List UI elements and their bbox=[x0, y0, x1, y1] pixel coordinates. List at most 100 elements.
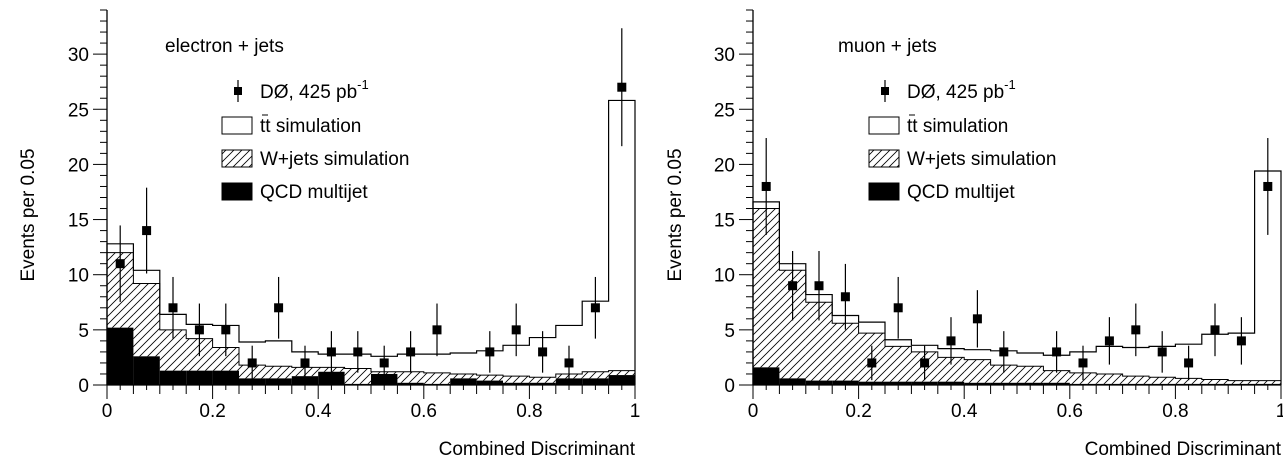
bar-qcd bbox=[555, 378, 583, 385]
bar-ttbar bbox=[133, 270, 160, 284]
bar-qcd bbox=[990, 382, 1017, 385]
bar-wjets bbox=[1149, 377, 1176, 384]
axes: 0 5 10 15 20 25 30 0 0.2 0.4 0.6 0.8 1 bbox=[68, 9, 641, 422]
bar-wjets bbox=[1228, 380, 1255, 384]
data-point bbox=[1184, 358, 1194, 368]
bar-qcd bbox=[858, 381, 885, 385]
legend: DØ, 425 pb-1 tt simulation W+jets simula… bbox=[221, 77, 409, 203]
data-point bbox=[274, 303, 284, 313]
bar-qcd bbox=[964, 382, 991, 385]
bar-qcd bbox=[212, 370, 239, 385]
legend-label-data: DØ, 425 pb bbox=[907, 82, 1004, 103]
x-tick-label: 0 bbox=[102, 401, 113, 422]
y-axis-label: Events per 0.05 bbox=[18, 148, 39, 281]
bar-ttbar bbox=[1017, 353, 1044, 367]
bar-qcd bbox=[911, 381, 938, 385]
data-point bbox=[142, 226, 152, 236]
legend-label-data: DØ, 425 pb bbox=[260, 82, 357, 103]
bar-wjets bbox=[608, 370, 635, 376]
bar-wjets bbox=[265, 366, 292, 379]
legend-entry-ttbar: tt simulation bbox=[221, 114, 361, 137]
bar-qcd bbox=[133, 356, 160, 385]
bar-qcd bbox=[529, 382, 556, 385]
data-point bbox=[353, 347, 363, 357]
bar-wjets bbox=[885, 346, 912, 382]
x-tick-label: 0.6 bbox=[411, 401, 437, 422]
x-axis-label: Combined Discriminant bbox=[439, 439, 636, 460]
data-point bbox=[432, 325, 442, 335]
bar-wjets bbox=[582, 371, 609, 379]
data-point bbox=[168, 303, 178, 313]
bar-qcd bbox=[107, 327, 134, 385]
data-point bbox=[538, 347, 548, 357]
data-point bbox=[1078, 358, 1088, 368]
legend-entry-qcd: QCD multijet bbox=[868, 182, 1015, 203]
bar-wjets bbox=[964, 359, 991, 383]
ttbar-outline bbox=[106, 99, 636, 385]
x-tick-label: 0.2 bbox=[199, 401, 225, 422]
legend-entry-wjets: W+jets simulation bbox=[868, 149, 1056, 170]
y-tick-label: 20 bbox=[714, 155, 735, 176]
y-tick-label: 5 bbox=[724, 321, 735, 342]
data-point bbox=[221, 325, 231, 335]
bar-ttbar bbox=[964, 349, 991, 360]
y-tick-label: 15 bbox=[68, 211, 89, 232]
data-point bbox=[946, 336, 956, 346]
bar-wjets bbox=[503, 376, 530, 383]
y-tick-label: 30 bbox=[68, 45, 89, 66]
data-point bbox=[867, 358, 877, 368]
wjets-outline bbox=[752, 208, 1282, 385]
bar-qcd bbox=[265, 378, 292, 385]
y-tick-label: 15 bbox=[714, 211, 735, 232]
bar-wjets bbox=[1254, 380, 1281, 384]
data-point bbox=[840, 292, 850, 302]
data-point bbox=[485, 347, 495, 357]
legend-label-data-sup: -1 bbox=[357, 77, 369, 92]
bar-wjets bbox=[1043, 370, 1070, 383]
bar-wjets bbox=[990, 365, 1017, 383]
legend-label-qcd: QCD multijet bbox=[907, 182, 1015, 203]
bar-qcd bbox=[186, 370, 213, 385]
data-point bbox=[1157, 347, 1167, 357]
data-point bbox=[920, 358, 930, 368]
bar-wjets bbox=[832, 323, 859, 381]
bar-wjets bbox=[1175, 378, 1202, 384]
x-tick-label: 0.2 bbox=[845, 401, 871, 422]
data-point bbox=[115, 259, 125, 269]
data-point bbox=[1104, 336, 1114, 346]
data-point bbox=[590, 303, 600, 313]
bar-qcd bbox=[608, 375, 635, 385]
axes: 0 5 10 15 20 25 30 0 0.2 0.4 0.6 0.8 1 bbox=[714, 9, 1283, 422]
legend-entry-wjets: W+jets simulation bbox=[221, 149, 409, 170]
y-tick-label: 0 bbox=[78, 376, 89, 397]
data-point bbox=[247, 358, 257, 368]
bar-wjets bbox=[397, 371, 424, 383]
data-point bbox=[972, 314, 982, 324]
bar-wjets bbox=[1201, 379, 1229, 384]
legend-entry-ttbar: tt simulation bbox=[868, 114, 1008, 137]
bar-wjets bbox=[1017, 366, 1044, 383]
legend-label-wjets: W+jets simulation bbox=[260, 149, 409, 170]
y-tick-label: 0 bbox=[724, 376, 735, 397]
data-point bbox=[300, 358, 310, 368]
wjets-outline bbox=[106, 252, 636, 385]
plot-area bbox=[106, 28, 636, 385]
bar-wjets bbox=[529, 377, 556, 383]
bar-qcd bbox=[1043, 382, 1070, 385]
x-tick-label: 1 bbox=[630, 401, 641, 422]
bar-wjets bbox=[753, 208, 780, 368]
legend-label-ttbar: tt simulation bbox=[907, 116, 1008, 137]
bar-qcd bbox=[318, 371, 345, 385]
bar-qcd bbox=[937, 381, 965, 385]
bar-ttbar bbox=[423, 354, 451, 373]
legend-entry-data: DØ, 425 pb-1 bbox=[234, 77, 369, 103]
bar-qcd bbox=[582, 378, 609, 385]
bar-wjets bbox=[133, 283, 160, 357]
svg-text:DØ, 425 pb-1: DØ, 425 pb-1 bbox=[907, 77, 1016, 103]
data-point bbox=[326, 347, 336, 357]
x-tick-label: 0.8 bbox=[1162, 401, 1188, 422]
data-point bbox=[1263, 181, 1273, 191]
x-tick-label: 0.4 bbox=[951, 401, 978, 422]
data-point bbox=[1131, 325, 1141, 335]
legend-entry-data: DØ, 425 pb-1 bbox=[881, 77, 1016, 103]
